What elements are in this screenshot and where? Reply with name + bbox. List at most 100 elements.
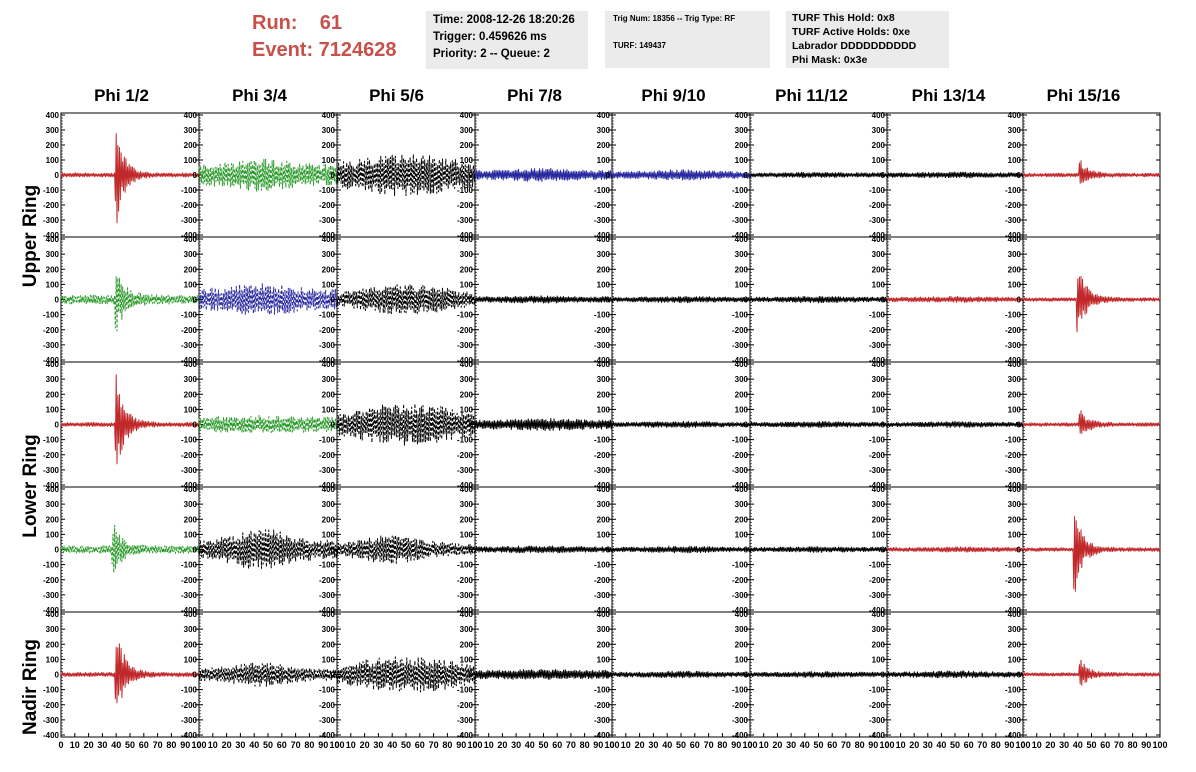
x-tick-label: 20 bbox=[772, 740, 782, 750]
y-tick-label: 200 bbox=[322, 141, 336, 150]
x-tick-label: 10 bbox=[346, 740, 356, 750]
y-tick-label: 200 bbox=[872, 141, 886, 150]
y-tick-label: 300 bbox=[597, 625, 611, 634]
y-tick-label: -400 bbox=[457, 731, 474, 740]
y-tick-label: 0 bbox=[55, 546, 60, 555]
x-tick-label: 30 bbox=[1059, 740, 1069, 750]
y-tick-label: -100 bbox=[1005, 686, 1022, 695]
y-tick-label: -100 bbox=[319, 686, 336, 695]
y-tick-label: -200 bbox=[732, 201, 749, 210]
priority-text: Priority: 2 -- Queue: 2 bbox=[433, 48, 550, 60]
y-tick-label: 100 bbox=[184, 280, 198, 289]
y-tick-label: -200 bbox=[43, 701, 60, 710]
panel-r1-c4: -400 -300 -200 -100 0 100 200 300 400 bbox=[457, 111, 613, 240]
y-tick-label: 100 bbox=[1008, 280, 1022, 289]
waveform-trace bbox=[611, 545, 751, 554]
y-tick-label: -100 bbox=[43, 311, 60, 320]
y-tick-label: -300 bbox=[457, 341, 474, 350]
y-tick-label: 300 bbox=[1008, 375, 1022, 384]
y-tick-label: -400 bbox=[1005, 481, 1022, 490]
y-tick-label: 200 bbox=[46, 390, 60, 399]
panel-r4-c3: -400 -300 -200 -100 0 100 200 300 400 bbox=[319, 485, 476, 615]
y-tick-label: 400 bbox=[597, 485, 611, 494]
panel-r4-c4: -400 -300 -200 -100 0 100 200 300 400 bbox=[457, 485, 613, 615]
waveform-trace bbox=[336, 403, 476, 446]
y-tick-label: -300 bbox=[732, 341, 749, 350]
y-tick-label: -200 bbox=[457, 451, 474, 460]
x-tick-label: 100 bbox=[742, 740, 757, 750]
y-tick-label: 400 bbox=[597, 235, 611, 244]
y-tick-label: -300 bbox=[1005, 216, 1022, 225]
y-tick-label: 200 bbox=[872, 265, 886, 274]
waveform-trace bbox=[60, 133, 200, 224]
x-tick-label: 10 bbox=[484, 740, 494, 750]
y-tick-label: -400 bbox=[181, 356, 198, 365]
y-tick-label: -100 bbox=[181, 561, 198, 570]
y-tick-label: -400 bbox=[319, 606, 336, 615]
y-tick-label: 0 bbox=[55, 296, 60, 305]
trig-num-text: Trig Num: 18356 -- Trig Type: RF bbox=[613, 14, 736, 23]
y-tick-label: 0 bbox=[193, 171, 198, 180]
y-tick-label: -200 bbox=[869, 576, 886, 585]
y-tick-label: 0 bbox=[55, 671, 60, 680]
panel-r1-c6: -400 -300 -200 -100 0 100 200 300 400 bbox=[732, 111, 888, 240]
y-tick-label: 300 bbox=[735, 500, 749, 509]
y-tick-label: -100 bbox=[1005, 186, 1022, 195]
y-tick-label: -100 bbox=[457, 186, 474, 195]
x-tick-label: 50 bbox=[538, 740, 548, 750]
y-tick-label: 200 bbox=[184, 515, 198, 524]
y-tick-label: -100 bbox=[869, 561, 886, 570]
waveform-trace bbox=[886, 421, 1024, 428]
y-tick-label: -400 bbox=[869, 231, 886, 240]
y-tick-label: 100 bbox=[322, 530, 336, 539]
x-tick-label: 0 bbox=[1020, 740, 1025, 750]
y-tick-label: -400 bbox=[43, 606, 60, 615]
y-tick-label: 100 bbox=[460, 280, 474, 289]
y-tick-label: 0 bbox=[881, 296, 886, 305]
y-tick-label: -300 bbox=[319, 716, 336, 725]
y-tick-label: 0 bbox=[469, 671, 474, 680]
y-tick-label: 300 bbox=[322, 250, 336, 259]
y-tick-label: -300 bbox=[594, 216, 611, 225]
y-tick-label: 100 bbox=[1008, 530, 1022, 539]
x-tick-label: 0 bbox=[884, 740, 889, 750]
y-tick-label: 200 bbox=[46, 141, 60, 150]
y-tick-label: 300 bbox=[46, 250, 60, 259]
y-tick-label: -300 bbox=[869, 341, 886, 350]
x-tick-label: 80 bbox=[304, 740, 314, 750]
y-tick-label: 300 bbox=[460, 375, 474, 384]
waveform-trace bbox=[198, 414, 338, 434]
y-tick-label: 100 bbox=[1008, 405, 1022, 414]
y-tick-label: 0 bbox=[193, 421, 198, 430]
y-tick-label: -200 bbox=[732, 326, 749, 335]
column-title-phi-1-2: Phi 1/2 bbox=[94, 86, 149, 105]
waveform-trace bbox=[611, 169, 751, 181]
y-tick-label: -300 bbox=[732, 591, 749, 600]
y-tick-label: 0 bbox=[1017, 421, 1022, 430]
x-tick-label: 80 bbox=[991, 740, 1001, 750]
y-tick-label: 400 bbox=[46, 360, 60, 369]
y-tick-label: 0 bbox=[606, 671, 611, 680]
y-tick-label: 100 bbox=[184, 655, 198, 664]
y-tick-label: 200 bbox=[872, 640, 886, 649]
y-tick-label: 100 bbox=[460, 655, 474, 664]
x-tick-label: 80 bbox=[717, 740, 727, 750]
waveform-trace bbox=[474, 545, 613, 554]
y-tick-label: -300 bbox=[1005, 716, 1022, 725]
y-tick-label: 100 bbox=[184, 530, 198, 539]
y-tick-label: -100 bbox=[319, 186, 336, 195]
waveform-trace bbox=[336, 656, 476, 693]
y-tick-label: -300 bbox=[594, 591, 611, 600]
y-tick-label: 200 bbox=[735, 515, 749, 524]
waveform-trace bbox=[474, 167, 613, 183]
y-tick-label: 0 bbox=[606, 421, 611, 430]
x-tick-label: 20 bbox=[635, 740, 645, 750]
y-tick-label: 300 bbox=[597, 500, 611, 509]
y-tick-label: 100 bbox=[597, 156, 611, 165]
y-tick-label: 300 bbox=[460, 126, 474, 135]
y-tick-label: 400 bbox=[1008, 610, 1022, 619]
x-tick-label: 100 bbox=[1152, 740, 1167, 750]
x-tick-label: 20 bbox=[497, 740, 507, 750]
x-tick-label: 90 bbox=[731, 740, 741, 750]
